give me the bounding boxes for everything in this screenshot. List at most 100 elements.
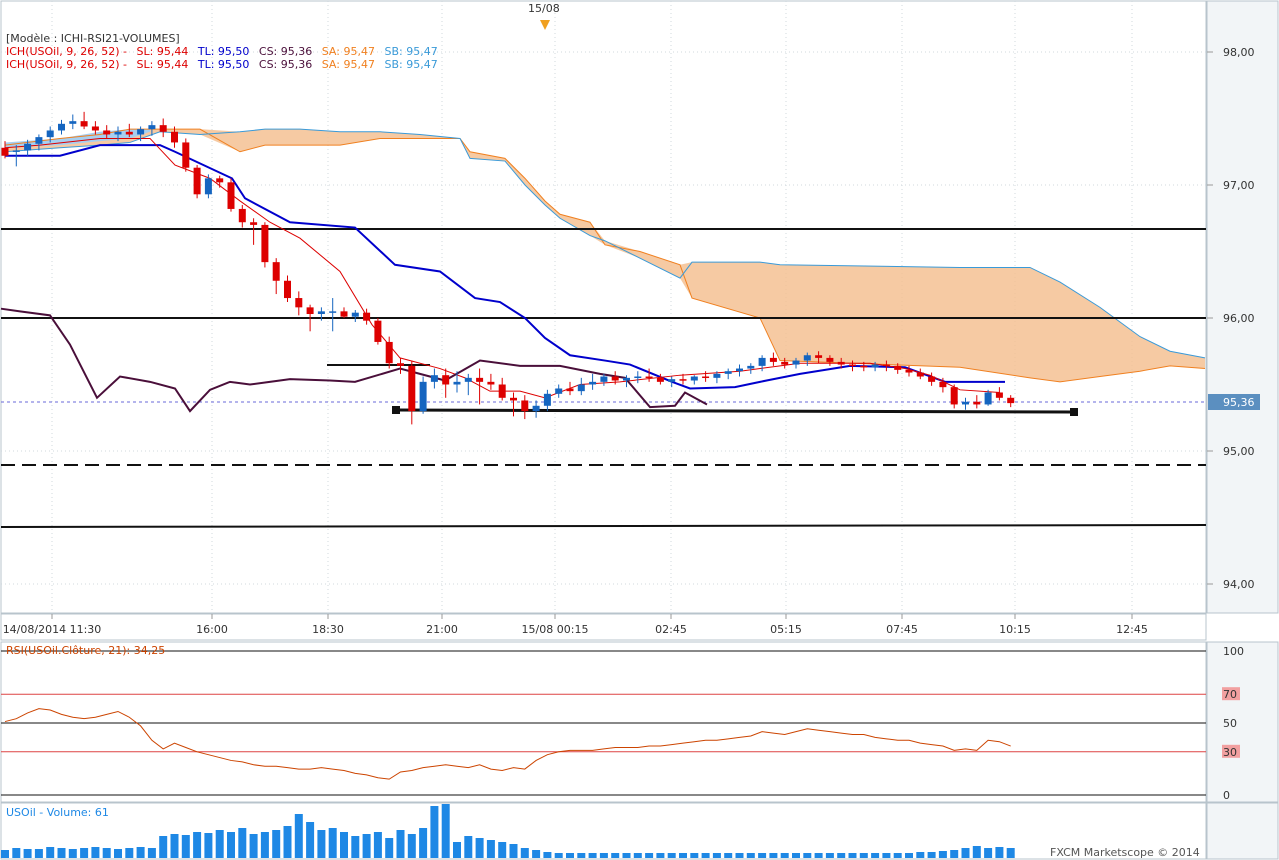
candle[interactable] bbox=[747, 363, 755, 374]
candle[interactable] bbox=[995, 387, 1003, 401]
candle[interactable] bbox=[295, 291, 303, 316]
candle[interactable] bbox=[668, 376, 676, 388]
candle[interactable] bbox=[815, 351, 823, 364]
rsi-panel bbox=[0, 641, 1207, 803]
candle[interactable] bbox=[577, 377, 585, 396]
candle[interactable] bbox=[532, 400, 540, 418]
candle[interactable] bbox=[430, 368, 438, 389]
candle[interactable] bbox=[363, 308, 371, 325]
candle[interactable] bbox=[498, 377, 506, 401]
candle[interactable] bbox=[826, 355, 834, 366]
candle[interactable] bbox=[623, 375, 630, 388]
candle[interactable] bbox=[385, 336, 393, 369]
candle[interactable] bbox=[80, 111, 88, 130]
candle[interactable] bbox=[702, 371, 710, 382]
candle[interactable] bbox=[35, 134, 43, 151]
candle[interactable] bbox=[679, 373, 687, 385]
candle[interactable] bbox=[238, 204, 246, 228]
candle[interactable] bbox=[905, 365, 913, 377]
rsi-level-badge bbox=[1222, 744, 1240, 758]
candle[interactable] bbox=[634, 371, 642, 384]
candle[interactable] bbox=[656, 373, 664, 385]
candle[interactable] bbox=[849, 360, 856, 372]
candle[interactable] bbox=[973, 395, 981, 409]
candle-body bbox=[679, 379, 687, 381]
candle[interactable] bbox=[510, 392, 517, 417]
kijun-line bbox=[5, 144, 1005, 390]
lower-level-line[interactable] bbox=[0, 524, 1207, 528]
candle[interactable] bbox=[916, 368, 924, 380]
candle[interactable] bbox=[46, 126, 54, 143]
trend-line[interactable] bbox=[395, 408, 1075, 414]
candle[interactable] bbox=[272, 258, 280, 295]
candle[interactable] bbox=[1007, 395, 1015, 408]
candle[interactable] bbox=[408, 360, 416, 425]
candle[interactable] bbox=[984, 389, 992, 406]
candle[interactable] bbox=[137, 126, 145, 142]
candle[interactable] bbox=[837, 357, 845, 369]
candle-body bbox=[442, 375, 450, 385]
candle[interactable] bbox=[171, 126, 178, 148]
candle[interactable] bbox=[261, 222, 269, 268]
candle[interactable] bbox=[317, 307, 325, 321]
candle[interactable] bbox=[792, 357, 800, 369]
candle[interactable] bbox=[284, 275, 291, 303]
candle[interactable] bbox=[871, 361, 879, 372]
candle[interactable] bbox=[374, 318, 382, 345]
candle[interactable] bbox=[1, 141, 9, 159]
candle[interactable] bbox=[306, 304, 314, 332]
candle[interactable] bbox=[148, 121, 156, 136]
candle[interactable] bbox=[555, 384, 563, 398]
candle[interactable] bbox=[769, 352, 777, 366]
candle[interactable] bbox=[182, 138, 190, 172]
candle[interactable] bbox=[860, 361, 868, 372]
candle[interactable] bbox=[227, 178, 235, 212]
candle[interactable] bbox=[114, 126, 122, 142]
candle[interactable] bbox=[803, 352, 811, 366]
candle[interactable] bbox=[736, 364, 743, 377]
candle[interactable] bbox=[453, 371, 461, 393]
candle[interactable] bbox=[193, 165, 201, 199]
candle[interactable] bbox=[962, 397, 969, 410]
candle[interactable] bbox=[589, 373, 597, 390]
candle[interactable] bbox=[91, 121, 99, 135]
candle[interactable] bbox=[340, 307, 348, 318]
candle[interactable] bbox=[12, 145, 20, 167]
date-marker-icon[interactable] bbox=[540, 20, 550, 30]
candle[interactable] bbox=[125, 123, 133, 138]
candle[interactable] bbox=[882, 360, 890, 372]
candle[interactable] bbox=[543, 389, 551, 412]
candle[interactable] bbox=[351, 310, 359, 322]
candle[interactable] bbox=[476, 368, 484, 405]
candle[interactable] bbox=[781, 357, 789, 369]
candle[interactable] bbox=[758, 355, 766, 372]
candle[interactable] bbox=[204, 174, 212, 199]
candle[interactable] bbox=[487, 373, 495, 390]
candle[interactable] bbox=[724, 368, 732, 380]
candle[interactable] bbox=[928, 372, 936, 386]
candle[interactable] bbox=[566, 381, 574, 396]
candle[interactable] bbox=[103, 125, 111, 139]
candle[interactable] bbox=[159, 118, 167, 138]
candle[interactable] bbox=[250, 218, 258, 245]
candle[interactable] bbox=[464, 373, 472, 396]
candle[interactable] bbox=[521, 395, 529, 420]
candle[interactable] bbox=[442, 368, 450, 398]
candle[interactable] bbox=[600, 373, 608, 386]
candle[interactable] bbox=[894, 363, 902, 374]
candle[interactable] bbox=[69, 114, 77, 130]
candle[interactable] bbox=[419, 376, 427, 414]
candle[interactable] bbox=[950, 384, 958, 409]
candle[interactable] bbox=[58, 119, 65, 135]
candle[interactable] bbox=[329, 298, 337, 332]
candle[interactable] bbox=[397, 357, 404, 374]
trend-line-handle-right[interactable] bbox=[1070, 408, 1078, 416]
trend-line-handle-left[interactable] bbox=[392, 406, 400, 414]
candle[interactable] bbox=[611, 371, 619, 385]
candle[interactable] bbox=[24, 139, 32, 156]
candle[interactable] bbox=[216, 175, 224, 188]
candle[interactable] bbox=[645, 368, 653, 382]
candle[interactable] bbox=[939, 377, 947, 393]
candle[interactable] bbox=[690, 375, 698, 385]
candle[interactable] bbox=[713, 371, 721, 384]
